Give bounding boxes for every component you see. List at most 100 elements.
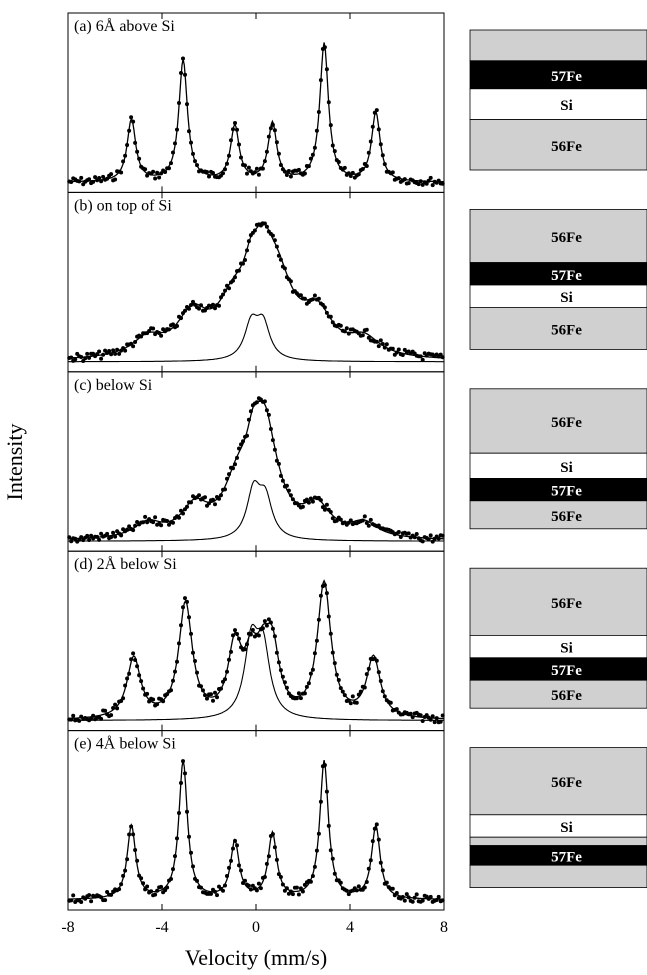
data-point [145,884,150,889]
data-point [143,887,148,892]
data-point [191,650,195,655]
data-point [366,523,371,528]
data-point [334,518,339,523]
data-point [262,159,267,164]
data-point [420,357,425,362]
data-point [187,129,191,134]
data-point [133,340,138,344]
data-point [310,499,315,504]
data-point [306,500,311,505]
data-point [284,173,289,177]
data-point [99,531,104,536]
data-point [306,164,311,169]
fit-curve [67,759,445,900]
data-point [151,326,156,331]
data-point [272,634,277,639]
data-point [428,894,433,899]
data-point [298,696,303,701]
data-point [324,67,329,72]
data-point [302,296,307,301]
data-point [328,631,333,636]
data-point [332,871,337,876]
data-point [324,502,329,507]
layer-label: 56Fe [551,322,582,338]
data-point [330,650,335,655]
layer-label: 57Fe [551,663,582,679]
data-point [408,711,413,716]
data-point [426,537,431,542]
data-point [171,867,175,872]
layer-label: 57Fe [551,268,582,284]
data-point [203,693,207,698]
data-point [207,501,211,506]
data-point [428,175,433,180]
data-point [233,121,237,125]
layer-diagram-e: 56Fe Si 57Fe [469,747,647,889]
data-point [322,507,327,512]
data-point [366,150,371,155]
data-point [322,45,327,50]
data-point [159,523,164,528]
data-point [239,868,243,873]
data-point [314,128,319,133]
data-point [175,659,179,664]
layer-substrate [469,29,647,62]
data-point [270,233,275,238]
data-point [282,680,287,685]
data-point [139,334,144,339]
data-point [67,535,72,540]
data-point [252,228,257,233]
data-point [243,258,247,262]
data-point [308,671,313,676]
data-point [368,139,373,144]
data-point [167,327,171,332]
data-point [278,473,283,478]
data-point [215,893,219,898]
data-point [380,868,385,873]
data-point [239,442,243,447]
layer-si [469,635,647,659]
data-point [390,886,395,891]
data-point [368,517,373,522]
panel-b: (b) on top of Si [67,191,445,373]
data-point [231,466,235,471]
panel-title: (a) 6Å above Si [74,17,175,35]
data-point [225,161,229,166]
data-point [233,462,237,467]
data-point [376,837,381,842]
data-point [179,623,183,628]
data-point [300,889,305,894]
data-point [69,539,74,544]
layer-56fe [469,567,647,636]
panel-title: (c) below Si [74,377,153,394]
data-point [135,664,140,669]
data-point [109,535,114,540]
data-point [434,716,439,721]
data-point [288,174,293,179]
data-point [169,688,173,693]
data-point [177,515,181,520]
data-point [284,685,289,690]
data-point [248,632,253,637]
data-point [211,171,215,175]
data-point [246,239,251,244]
data-point [243,878,247,883]
data-point [73,536,78,541]
data-point [159,171,164,176]
layer-label: 56Fe [551,509,582,525]
data-point [125,676,130,681]
data-point [157,331,162,335]
data-point [235,632,239,636]
data-point [225,476,229,481]
data-point [358,689,363,694]
data-point [256,172,261,177]
data-point [183,72,187,77]
data-point [183,308,187,313]
data-point [95,534,100,539]
panel-a: (a) 6Å above Si [67,12,445,193]
x-tick-label: -8 [61,919,74,936]
data-point [235,455,239,460]
data-point [362,885,367,890]
data-point [380,153,385,158]
